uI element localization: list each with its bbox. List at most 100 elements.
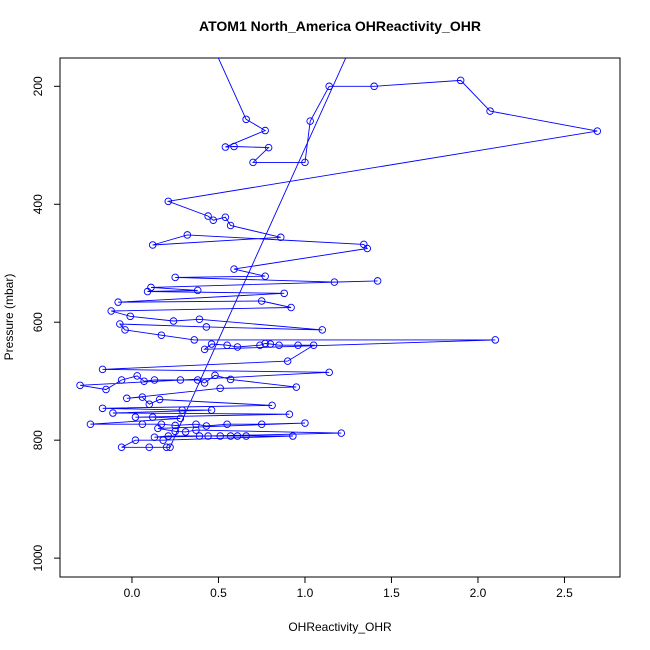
data-point	[114, 298, 122, 306]
data-point	[275, 341, 283, 349]
data-point	[195, 315, 204, 324]
data-point	[301, 158, 309, 167]
data-point	[261, 272, 269, 280]
data-point	[192, 426, 200, 434]
y-tick-label: 600	[31, 312, 45, 332]
data-point	[221, 143, 230, 151]
data-point	[249, 158, 257, 167]
x-tick-label: 2.0	[470, 586, 487, 600]
data-point	[140, 377, 148, 385]
data-point	[268, 401, 276, 410]
data-point	[289, 432, 297, 440]
data-point	[171, 273, 179, 282]
data-point	[155, 395, 164, 404]
data-point	[257, 420, 266, 428]
data-point	[223, 341, 231, 349]
data-point	[150, 433, 159, 441]
data-point	[216, 432, 224, 440]
x-tick-label: 0.0	[124, 586, 141, 600]
data-point	[593, 127, 602, 135]
data-point	[150, 376, 159, 384]
data-point	[102, 385, 110, 394]
data-point	[318, 326, 327, 334]
data-point	[176, 414, 185, 423]
data-point	[116, 320, 124, 328]
data-point	[216, 384, 224, 393]
data-point	[261, 339, 269, 348]
data-point	[123, 394, 131, 403]
x-tick-label: 0.5	[210, 586, 227, 600]
data-point	[166, 443, 174, 452]
data-point	[164, 432, 173, 440]
data-point	[456, 76, 465, 85]
data-point	[337, 429, 346, 437]
data-point	[373, 277, 382, 285]
chart-title: ATOM1 North_America OHReactivity_OHR	[199, 18, 481, 34]
data-point	[211, 371, 219, 380]
data-point	[121, 326, 129, 334]
x-tick-label: 2.5	[556, 586, 573, 600]
data-point	[230, 142, 238, 151]
data-point	[159, 436, 167, 444]
data-point	[257, 297, 266, 305]
data-point	[207, 406, 216, 414]
data-point	[284, 42, 291, 49]
data-point	[109, 409, 117, 417]
data-point	[209, 216, 218, 224]
data-point	[207, 36, 214, 43]
data-point	[287, 303, 295, 312]
data-point	[171, 427, 179, 436]
data-point	[325, 82, 333, 91]
data-point	[292, 383, 301, 391]
data-point	[294, 341, 302, 349]
data-point	[131, 413, 140, 421]
data-point	[169, 317, 178, 325]
data-point	[117, 376, 126, 384]
data-point	[145, 400, 154, 408]
y-tick-label: 800	[31, 430, 45, 450]
data-point	[157, 331, 166, 339]
data-point	[171, 421, 179, 430]
data-point	[193, 376, 202, 384]
data-point	[370, 82, 378, 91]
data-point	[200, 379, 209, 387]
data-point	[264, 143, 273, 152]
data-point	[276, 233, 285, 242]
data-point	[486, 107, 494, 115]
data-point	[325, 368, 333, 377]
data-point	[226, 375, 235, 384]
data-point	[181, 428, 190, 436]
data-point	[285, 410, 294, 418]
data-point	[138, 420, 147, 428]
data-point	[330, 278, 339, 286]
data-point	[226, 221, 235, 230]
data-point	[133, 372, 141, 380]
data-point	[283, 357, 292, 365]
data-point	[200, 345, 209, 354]
data-point	[148, 241, 157, 249]
data-point	[164, 197, 173, 206]
plot-box	[59, 57, 621, 578]
data-point	[256, 341, 264, 349]
data-point	[138, 393, 147, 401]
data-point	[117, 443, 126, 452]
data-point	[98, 365, 107, 374]
data-point	[162, 443, 171, 452]
data-point	[306, 117, 314, 125]
data-point	[190, 336, 198, 344]
data-point	[261, 126, 269, 135]
data-point	[202, 422, 211, 430]
data-point	[98, 404, 107, 413]
data-point	[301, 419, 309, 427]
data-point	[242, 432, 250, 440]
data-point	[131, 436, 140, 444]
y-tick-label: 200	[31, 76, 45, 96]
data-point	[176, 376, 185, 384]
data-point	[363, 244, 371, 253]
data-point	[76, 381, 84, 390]
data-point	[233, 432, 242, 440]
x-tick-label: 1.5	[383, 586, 400, 600]
y-tick-label: 400	[31, 194, 45, 214]
data-point	[107, 307, 115, 315]
